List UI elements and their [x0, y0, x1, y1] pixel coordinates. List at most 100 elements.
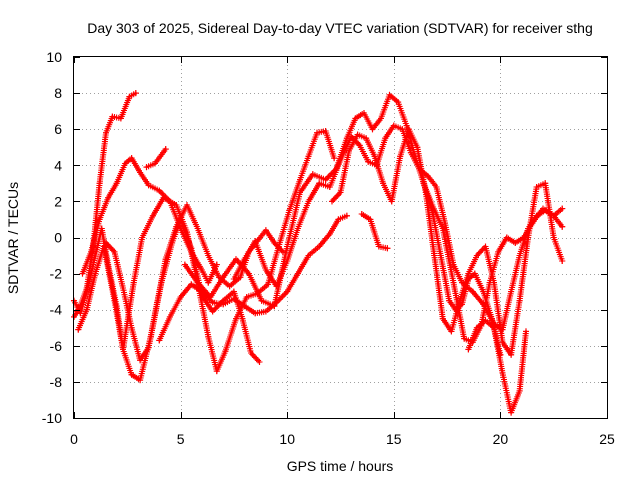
- y-tick-label: -2: [50, 266, 63, 282]
- data-point: [152, 160, 158, 167]
- data-point: [90, 261, 97, 268]
- data-point: [452, 306, 459, 313]
- data-point: [503, 234, 510, 241]
- data-point: [181, 261, 188, 268]
- data-point: [105, 194, 112, 201]
- x-tick-label: 15: [386, 431, 402, 447]
- data-point: [559, 223, 566, 230]
- data-point: [335, 216, 342, 223]
- data-point: [137, 357, 144, 364]
- data-point: [388, 198, 395, 205]
- data-point: [384, 245, 391, 252]
- data-point: [465, 276, 472, 282]
- data-point: [491, 279, 497, 286]
- data-point: [83, 306, 90, 313]
- data-point: [337, 189, 344, 196]
- data-point: [279, 248, 286, 255]
- x-tick-label: 25: [599, 431, 615, 447]
- data-point: [533, 184, 540, 190]
- data-point: [429, 207, 436, 214]
- data-point: [194, 225, 201, 232]
- data-point: [405, 126, 412, 133]
- chart-title: Day 303 of 2025, Sidereal Day-to-day VTE…: [87, 20, 593, 36]
- data-point: [230, 288, 237, 295]
- data-point: [271, 303, 278, 310]
- data-point: [262, 267, 269, 273]
- data-point: [252, 310, 259, 317]
- series-track-3: [75, 128, 338, 375]
- data-point: [213, 368, 220, 375]
- data-point: [230, 295, 237, 302]
- series-track-12: [358, 211, 391, 252]
- data-point: [103, 239, 109, 246]
- data-point: [205, 333, 212, 340]
- data-point: [407, 149, 414, 156]
- data-point: [495, 248, 502, 255]
- data-point: [499, 339, 506, 346]
- x-tick-label: 10: [279, 431, 295, 447]
- data-point: [241, 256, 248, 263]
- data-point: [346, 147, 352, 154]
- data-point: [399, 126, 406, 133]
- data-point: [482, 317, 489, 324]
- data-point: [354, 131, 361, 138]
- data-point: [243, 294, 250, 301]
- data-point: [79, 270, 86, 277]
- data-point: [397, 153, 404, 160]
- data-point: [437, 252, 444, 259]
- data-point: [516, 297, 523, 304]
- data-point: [473, 324, 480, 331]
- data-point: [128, 324, 135, 331]
- series-track-7: [156, 212, 350, 344]
- data-point: [482, 243, 489, 250]
- data-point: [322, 128, 329, 134]
- data-point: [173, 223, 180, 230]
- data-point: [316, 180, 323, 187]
- data-point: [145, 344, 152, 351]
- data-point: [375, 243, 382, 250]
- y-tick-label: 2: [54, 193, 62, 209]
- x-tick-label: 0: [70, 431, 78, 447]
- data-point: [273, 283, 280, 290]
- data-point: [213, 261, 220, 268]
- data-point: [461, 335, 468, 342]
- data-point: [209, 308, 216, 315]
- data-point: [262, 308, 269, 315]
- data-point: [471, 270, 478, 277]
- data-point: [322, 176, 329, 183]
- data-point: [166, 198, 173, 205]
- data-point: [162, 146, 169, 153]
- data-point: [297, 176, 303, 183]
- data-point: [209, 299, 216, 306]
- y-tick-label: 10: [46, 49, 62, 65]
- data-point: [177, 294, 184, 301]
- data-point: [326, 230, 333, 237]
- y-tick-label: 6: [54, 121, 62, 137]
- data-point: [508, 351, 515, 358]
- data-point: [343, 212, 350, 219]
- data-series: [71, 90, 566, 416]
- data-point: [358, 211, 365, 217]
- data-point: [198, 267, 205, 273]
- data-point: [294, 225, 301, 232]
- data-point: [380, 180, 387, 187]
- data-point: [439, 225, 446, 232]
- data-point: [309, 171, 316, 178]
- data-point: [508, 409, 515, 416]
- data-point: [126, 93, 133, 100]
- data-point: [128, 371, 135, 378]
- y-tick-label: -10: [42, 410, 62, 426]
- data-point: [145, 182, 152, 189]
- data-point: [149, 212, 156, 219]
- data-point: [386, 91, 393, 98]
- y-tick-label: 8: [54, 85, 62, 101]
- data-point: [450, 261, 457, 268]
- data-point: [305, 153, 312, 160]
- y-tick-label: -6: [50, 338, 63, 354]
- series-track-13: [420, 180, 504, 358]
- data-point: [363, 135, 370, 142]
- data-point: [92, 270, 99, 277]
- data-point: [128, 155, 135, 162]
- axis-ticks: 0 5 10 15 20 25 -10 -8 -6 -4 -2 0 2 4 6 8 10: [42, 49, 615, 447]
